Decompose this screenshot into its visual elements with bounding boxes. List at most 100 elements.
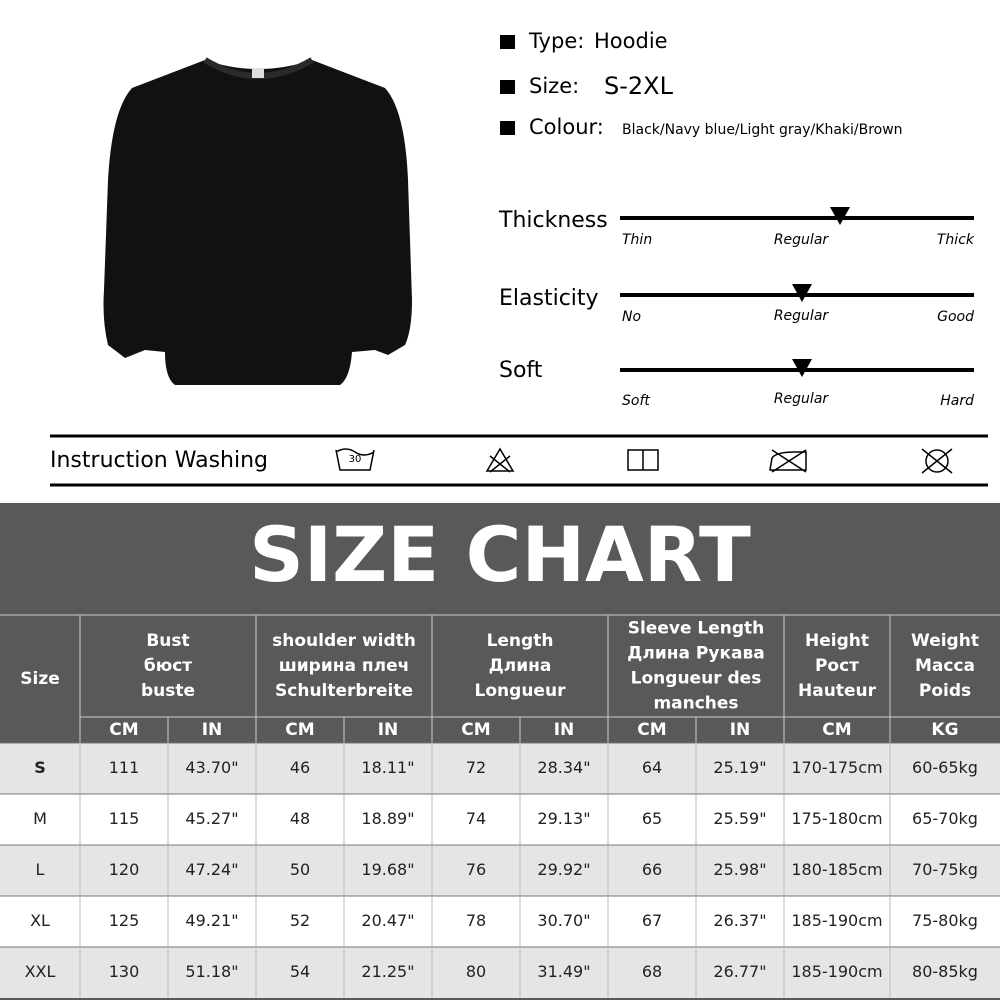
wash-temperature: 30: [349, 454, 362, 465]
table-cell: 68: [642, 962, 662, 981]
scale-marker: [792, 359, 812, 377]
table-cell: 19.68": [361, 860, 414, 879]
column-header: ширина плеч: [279, 656, 410, 676]
table-cell: 75-80kg: [912, 911, 978, 930]
table-header-bg: [0, 615, 1000, 743]
column-header: Schulterbreite: [275, 681, 413, 701]
column-header: buste: [141, 681, 195, 701]
table-row: [0, 896, 1000, 947]
table-cell: 49.21": [185, 911, 238, 930]
table-cell: 30.70": [537, 911, 590, 930]
column-header: Рост: [815, 656, 859, 676]
table-cell: S: [34, 758, 46, 777]
unit-header: CM: [109, 720, 138, 740]
table-cell: 26.77": [713, 962, 766, 981]
table-cell: 115: [109, 809, 140, 828]
table-cell: 25.98": [713, 860, 766, 879]
scale-middle: Regular: [774, 232, 830, 248]
column-header: Poids: [919, 681, 971, 701]
table-cell: 21.25": [361, 962, 414, 981]
table-cell: 18.11": [361, 758, 414, 777]
column-header: Length: [487, 631, 554, 651]
scale-right: Thick: [937, 232, 975, 248]
sweater-image: [103, 57, 412, 385]
washing-icons: [335, 447, 953, 474]
unit-header: CM: [822, 720, 851, 740]
table-cell: L: [36, 860, 45, 879]
washing-label: Instruction Washing: [50, 448, 268, 473]
column-header: shoulder width: [272, 631, 416, 651]
scale-left: Soft: [622, 393, 650, 409]
table-row: [0, 794, 1000, 845]
table-cell: 20.47": [361, 911, 414, 930]
table-cell: 60-65kg: [912, 758, 978, 777]
spec-label: Colour:: [529, 115, 604, 139]
table-cell: 80-85kg: [912, 962, 978, 981]
table-row: [0, 743, 1000, 794]
table-cell: 54: [290, 962, 310, 981]
scale-name: Soft: [499, 358, 543, 383]
table-cell: 76: [466, 860, 486, 879]
spec-label: Size:: [529, 74, 579, 98]
table-cell: 180-185cm: [791, 860, 882, 879]
table-cell: 29.13": [537, 809, 590, 828]
spec-value: Hoodie: [594, 29, 668, 53]
unit-header: CM: [285, 720, 314, 740]
unit-header: IN: [378, 720, 399, 740]
table-cell: 52: [290, 911, 310, 930]
table-cell: 80: [466, 962, 486, 981]
column-header: manches: [653, 694, 738, 714]
column-header: бюст: [144, 656, 192, 676]
table-cell: 78: [466, 911, 486, 930]
table-cell: 48: [290, 809, 310, 828]
scale-name: Thickness: [498, 208, 608, 233]
scale-right: Good: [937, 309, 974, 325]
table-cell: 130: [109, 962, 140, 981]
table-row: [0, 845, 1000, 896]
table-cell: 51.18": [185, 962, 238, 981]
column-header: Bust: [146, 631, 189, 651]
table-cell: 170-175cm: [791, 758, 882, 777]
table-cell: 47.24": [185, 860, 238, 879]
column-header: Weight: [911, 631, 979, 651]
table-cell: XXL: [25, 962, 56, 981]
scale-left: No: [622, 309, 641, 325]
table-cell: 31.49": [537, 962, 590, 981]
column-header: Hauteur: [798, 681, 877, 701]
table-cell: 67: [642, 911, 662, 930]
table-cell: 72: [466, 758, 486, 777]
bullet: [500, 80, 515, 94]
chart-title: SIZE CHART: [249, 510, 751, 599]
scale-name: Elasticity: [499, 286, 599, 311]
unit-header: IN: [554, 720, 575, 740]
table-cell: 46: [290, 758, 310, 777]
unit-header: IN: [730, 720, 751, 740]
table-cell: 64: [642, 758, 662, 777]
table-cell: 29.92": [537, 860, 590, 879]
spec-value: Black/Navy blue/Light gray/Khaki/Brown: [622, 122, 903, 138]
bullet: [500, 35, 515, 49]
table-cell: 74: [466, 809, 486, 828]
table-cell: 125: [109, 911, 140, 930]
table-cell: 50: [290, 860, 310, 879]
table-cell: 25.19": [713, 758, 766, 777]
scale-right: Hard: [940, 393, 974, 409]
washing-section: Instruction Washing 30: [50, 434, 988, 487]
column-header: Длина Рукава: [627, 644, 764, 664]
table-cell: 18.89": [361, 809, 414, 828]
size-header: Size: [20, 669, 60, 689]
table-cell: 111: [109, 758, 140, 777]
table-cell: 43.70": [185, 758, 238, 777]
column-header: Macca: [915, 656, 975, 676]
table-cell: XL: [30, 911, 50, 930]
table-cell: 70-75kg: [912, 860, 978, 879]
unit-header: KG: [931, 720, 958, 740]
spec-value: S-2XL: [604, 72, 674, 100]
table-cell: 45.27": [185, 809, 238, 828]
column-header: Sleeve Length: [628, 619, 765, 639]
unit-header: CM: [637, 720, 666, 740]
bullet: [500, 121, 515, 135]
unit-header: CM: [461, 720, 490, 740]
scale-middle: Regular: [774, 391, 830, 407]
